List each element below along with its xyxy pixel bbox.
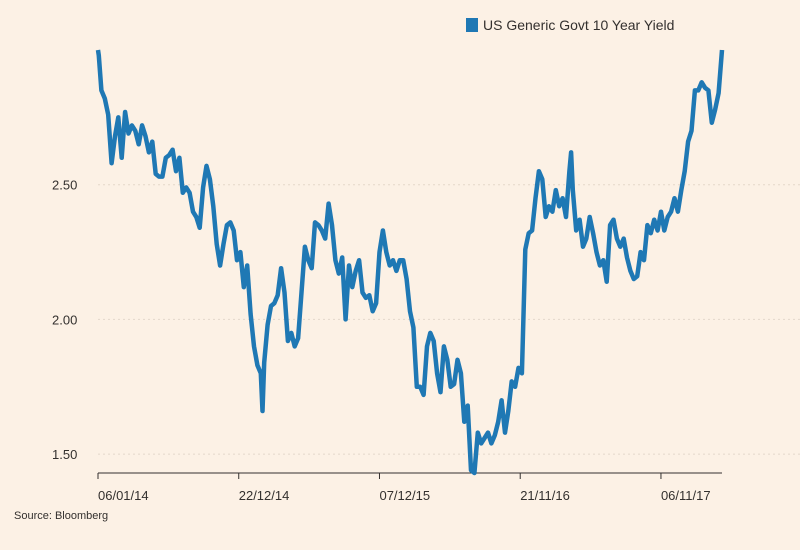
x-tick-label: 06/01/14 (98, 488, 149, 503)
x-tick-label: 07/12/15 (379, 488, 430, 503)
x-axis: 06/01/14 22/12/14 07/12/15 21/11/16 06/11/17 (97, 473, 711, 503)
series-group (95, 49, 725, 476)
y-tick-label: 2.50 (52, 178, 77, 193)
x-tick-label: 06/11/17 (661, 488, 711, 503)
x-tick-label: 21/11/16 (520, 488, 570, 503)
legend-label: US Generic Govt 10 Year Yield (483, 17, 674, 33)
y-tick-label: 1.50 (52, 447, 77, 462)
y-axis-tick-labels: 1.50 2.00 2.50 (52, 178, 77, 462)
series-line-0 (95, 49, 725, 476)
source-note: Source: Bloomberg (14, 510, 109, 522)
legend: US Generic Govt 10 Year Yield (466, 17, 674, 33)
gridlines (98, 184, 800, 455)
y-tick-label: 2.00 (52, 312, 77, 327)
legend-swatch (466, 18, 478, 32)
x-tick-label: 22/12/14 (239, 488, 290, 503)
